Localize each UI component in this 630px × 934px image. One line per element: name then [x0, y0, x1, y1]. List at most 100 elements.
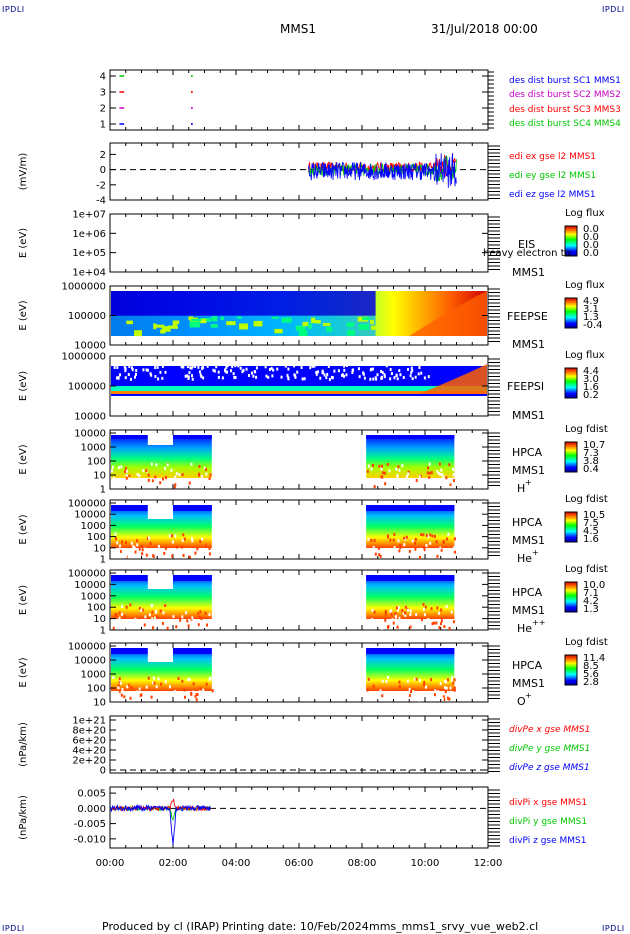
- species-charge-label: +: [525, 478, 532, 487]
- spectrogram-hpca_he2-speckle: [384, 610, 387, 614]
- spectrogram-hpca_o-speckle: [444, 679, 447, 683]
- spectrogram-feepse-cell: [253, 320, 263, 327]
- spectrogram-feepsi-gap: [411, 377, 414, 381]
- spectrogram-feepsi-gap: [188, 371, 191, 375]
- spectrogram-hpca_o-speckle: [445, 686, 448, 690]
- spectrogram-hpca_h-speckle: [442, 475, 445, 479]
- spectrogram-hpca_he2-speckle: [409, 609, 412, 613]
- spectrogram-hpca_he2-speckle: [430, 607, 433, 611]
- legend-burst-0: des dist burst SC1 MMS1: [509, 76, 621, 86]
- spectrogram-hpca_h-speckle: [426, 471, 429, 475]
- spectrogram-feepsi-gap: [363, 376, 366, 380]
- divpi-series-z: [109, 803, 211, 845]
- spectrogram-hpca_o-speckle: [418, 679, 421, 683]
- spectrogram-hpca_h-speckle: [398, 468, 401, 472]
- spectrogram-hpca_h-speckle: [449, 483, 452, 487]
- spectrogram-feepse-cell: [189, 321, 201, 328]
- spectrogram-hpca_o-speckle: [192, 690, 195, 694]
- spectrogram-hpca_o-speckle: [126, 685, 129, 689]
- spectrogram-hpca_h-speckle: [441, 473, 444, 477]
- spectrogram-hpca_h-speckle: [111, 469, 114, 473]
- spectrogram-hpca_o-speckle: [428, 695, 431, 699]
- spectrogram-feepsi-gap: [414, 375, 417, 379]
- spectrogram-hpca_he-speckle: [163, 551, 166, 555]
- spectrogram-hpca_he-speckle: [140, 545, 143, 549]
- spectrogram-hpca_o-speckle: [188, 677, 191, 681]
- spectrogram-hpca_h-speckle: [195, 479, 198, 483]
- spectrogram-feepsi-gap: [123, 365, 126, 369]
- spectrogram-hpca_he2-speckle: [161, 621, 164, 625]
- spectrogram-hpca_h-speckle: [154, 475, 157, 479]
- spectrogram-hpca_he2-speckle: [395, 606, 398, 610]
- spectrogram-feepsi-gap: [146, 368, 149, 372]
- spectrogram-hpca_o-speckle: [415, 677, 418, 681]
- spectrogram-hpca_he2-speckle: [118, 616, 121, 620]
- spectrogram-feepsi-gap: [206, 364, 209, 368]
- spectrogram-hpca_he2-speckle: [409, 625, 412, 629]
- spectrogram-hpca_o-speckle: [155, 693, 158, 697]
- spectrogram-hpca_h-speckle: [401, 464, 404, 468]
- y-tick-label: 1000: [81, 521, 106, 532]
- spectrogram-hpca_o-speckle: [194, 694, 197, 698]
- spectrogram-hpca_h-speckle: [155, 482, 158, 486]
- spectrogram-hpca_o-speckle: [117, 683, 120, 687]
- spectrogram-hpca_h-speckle: [208, 477, 211, 481]
- y-axis-label: (mV/m): [18, 153, 29, 191]
- y-tick-label: 1000: [81, 591, 106, 602]
- spectrogram-feepsi-gap: [157, 377, 160, 381]
- spectrogram-hpca_he2-speckle: [121, 604, 124, 608]
- spectrogram-hpca_h-speckle: [440, 468, 443, 472]
- colorbar-tick-label: 10.5: [583, 510, 605, 521]
- spectrogram-hpca_h: [366, 435, 455, 478]
- spectrogram-hpca_he2-speckle: [392, 621, 395, 625]
- spectrogram-hpca_h-speckle: [407, 472, 410, 476]
- y-axis-label: E (eV): [18, 444, 29, 474]
- time-axis-label: 08:00: [348, 858, 377, 869]
- spectrogram-feepsi-gap: [200, 375, 203, 379]
- spectrogram-hpca_h-speckle: [452, 473, 455, 477]
- spectrogram-hpca_h-speckle: [200, 475, 203, 479]
- colorbar-tick-label: 4.2: [583, 596, 599, 607]
- spectrogram-hpca_he-speckle: [154, 549, 157, 553]
- spectrogram-hpca_he-speckle: [373, 538, 376, 542]
- spectrogram-hpca_he2-speckle: [438, 625, 441, 629]
- spectrogram-hpca_o-speckle: [434, 689, 437, 693]
- spectrogram-hpca_o-speckle: [372, 684, 375, 688]
- spectrogram-feepsi-gap: [410, 366, 413, 370]
- spectrogram-hpca_o-speckle: [384, 696, 387, 700]
- spectrogram-hpca_h-speckle: [125, 474, 128, 478]
- colorbar-tick-label: 3.1: [583, 304, 599, 315]
- footer-printing-date: Printing date: 10/Feb/2024: [222, 920, 369, 933]
- spectrogram-hpca_he-speckle: [125, 555, 128, 559]
- y-tick-label: 2: [100, 150, 106, 161]
- spectrogram-hpca_h-speckle: [371, 463, 374, 467]
- spectrogram-hpca_h-speckle: [155, 463, 158, 467]
- spectrogram-hpca_h-speckle: [128, 477, 131, 481]
- colorbar-eis: [564, 225, 578, 257]
- spectrogram-hpca_he2-speckle: [153, 621, 156, 625]
- spectrogram-hpca_he2-speckle: [423, 607, 426, 611]
- spectrogram-hpca_h-speckle: [206, 484, 209, 488]
- spectrogram-feepsi-gap: [389, 368, 392, 372]
- y-axis-label: E (eV): [18, 228, 29, 258]
- spectrogram-feepsi-gap: [402, 376, 405, 380]
- spectrogram-feepsi-gap: [407, 367, 410, 371]
- spectrogram-hpca_o-speckle: [453, 688, 456, 692]
- spectrogram-feepsi-gap: [150, 373, 153, 377]
- spectrogram-feepsi-gap: [370, 367, 373, 371]
- spectrogram-hpca_h-speckle: [380, 475, 383, 479]
- spectrogram-hpca_h-speckle: [453, 479, 456, 483]
- spectrogram-feepsi-gap: [234, 376, 237, 380]
- instrument-extra-label: heavy electron to: [483, 248, 571, 259]
- colorbar-tick-label: 2.8: [583, 677, 599, 688]
- spectrogram-hpca_he-speckle: [136, 539, 139, 543]
- colorbar-tick-label: 0.0: [583, 224, 599, 235]
- legend-divpi-1: divPi y gse MMS1: [509, 817, 587, 827]
- y-tick-label: 10: [93, 471, 106, 482]
- legend-burst-1: des dist burst SC2 MMS2: [509, 90, 621, 100]
- spectrogram-hpca_he2-speckle: [379, 624, 382, 628]
- legend-divpi-0: divPi x gse MMS1: [509, 798, 587, 808]
- corner-label-top-right: IPDLI: [602, 5, 625, 14]
- spectrogram-feepsi-gap: [343, 364, 346, 368]
- spectrogram-feepsi-gap: [343, 374, 346, 378]
